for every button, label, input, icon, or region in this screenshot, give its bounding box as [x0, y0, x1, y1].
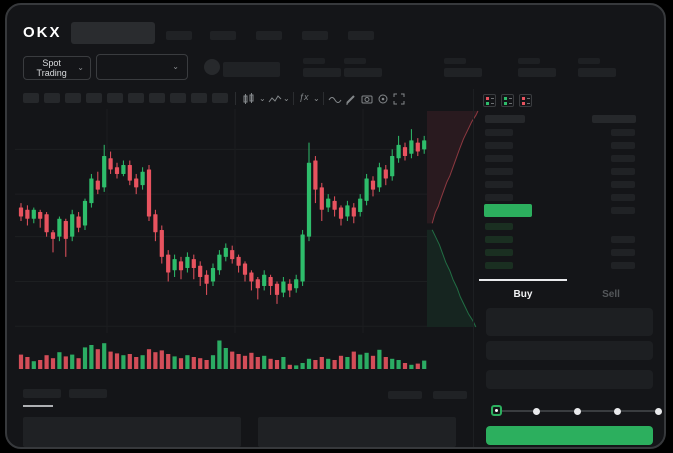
- chevron-down-icon[interactable]: ⌄: [283, 94, 290, 103]
- pencil-icon[interactable]: [345, 93, 358, 106]
- amount-input[interactable]: [486, 341, 653, 360]
- okx-trading-app: OKX Spot Trading ⌄ ⌄ ⌄ ⌄ ƒx ⌄: [5, 3, 666, 449]
- chart-type-icon[interactable]: [268, 93, 282, 106]
- slider-stop[interactable]: [614, 407, 621, 415]
- market-type-dropdown[interactable]: Spot Trading ⌄: [23, 56, 91, 80]
- buy-submit-button[interactable]: [486, 426, 653, 445]
- nav-item[interactable]: [302, 31, 328, 40]
- stat-label-skeleton: [578, 58, 600, 64]
- active-tab-indicator: [479, 279, 567, 281]
- ask-amount-skeleton[interactable]: [611, 207, 635, 214]
- price-input[interactable]: [486, 308, 653, 336]
- orderbook-header-skeleton: [592, 115, 636, 123]
- orders-table-row: [23, 417, 241, 447]
- orderbook-asks-icon[interactable]: [519, 94, 532, 107]
- ask-amount-skeleton[interactable]: [611, 155, 635, 162]
- bottom-tab-open-orders[interactable]: [23, 389, 61, 398]
- stat-value-skeleton: [344, 68, 382, 77]
- nav-item[interactable]: [210, 31, 236, 40]
- ask-amount-skeleton[interactable]: [611, 168, 635, 175]
- orderbook-all-icon[interactable]: [483, 94, 496, 107]
- sell-tab-label: Sell: [602, 288, 620, 300]
- ask-amount-skeleton[interactable]: [611, 129, 635, 136]
- timeframe-button[interactable]: [86, 93, 102, 103]
- tab-buy[interactable]: Buy: [479, 281, 567, 307]
- orders-table-row: [258, 417, 456, 447]
- timeframe-button[interactable]: [23, 93, 39, 103]
- slider-handle[interactable]: [491, 405, 502, 416]
- price-skeleton: [223, 62, 280, 77]
- ask-price-skeleton[interactable]: [485, 194, 513, 201]
- camera-icon[interactable]: [361, 93, 374, 106]
- stat-value-skeleton: [444, 68, 482, 77]
- bid-amount-skeleton[interactable]: [611, 249, 635, 256]
- orderbook-bids-icon[interactable]: [501, 94, 514, 107]
- bid-price-skeleton[interactable]: [485, 236, 513, 243]
- timeframe-button[interactable]: [107, 93, 123, 103]
- stat-label-skeleton: [444, 58, 466, 64]
- timeframe-button[interactable]: [44, 93, 60, 103]
- timeframe-button[interactable]: [65, 93, 81, 103]
- stat-value-skeleton: [578, 68, 616, 77]
- slider-stop[interactable]: [573, 407, 581, 415]
- timeframe-button[interactable]: [212, 93, 228, 103]
- bid-amount-skeleton[interactable]: [611, 236, 635, 243]
- slider-stop[interactable]: [533, 407, 540, 415]
- stat-label-skeleton: [303, 58, 325, 64]
- ask-price-skeleton[interactable]: [485, 129, 513, 136]
- indicators-icon[interactable]: ƒx: [299, 92, 309, 102]
- stat-value-skeleton: [518, 68, 556, 77]
- bid-amount-skeleton[interactable]: [611, 262, 635, 269]
- bottom-active-tab-indicator: [23, 405, 53, 407]
- depth-svg: [427, 110, 479, 328]
- ask-price-skeleton[interactable]: [485, 181, 513, 188]
- timeframe-button[interactable]: [128, 93, 144, 103]
- slider-handle-dot: [495, 409, 498, 412]
- timeframe-button[interactable]: [170, 93, 186, 103]
- ask-price-skeleton[interactable]: [485, 155, 513, 162]
- stat-label-skeleton: [344, 58, 366, 64]
- chevron-down-icon[interactable]: ⌄: [259, 94, 266, 103]
- last-price-highlight[interactable]: [484, 204, 532, 217]
- bid-price-skeleton[interactable]: [485, 262, 513, 269]
- market-type-label: Spot Trading: [36, 58, 67, 78]
- panel-divider: [473, 89, 474, 447]
- ask-amount-skeleton[interactable]: [611, 142, 635, 149]
- chevron-down-icon: ⌄: [77, 63, 84, 72]
- timeframe-button[interactable]: [191, 93, 207, 103]
- ask-amount-skeleton[interactable]: [611, 181, 635, 188]
- orderbook-header-skeleton: [485, 115, 525, 123]
- volume-svg: [18, 340, 427, 369]
- stat-label-skeleton: [518, 58, 540, 64]
- ask-amount-skeleton[interactable]: [611, 194, 635, 201]
- bid-price-skeleton[interactable]: [485, 223, 513, 230]
- total-input[interactable]: [486, 370, 653, 389]
- expand-icon[interactable]: [393, 93, 406, 106]
- okx-logo: OKX: [23, 24, 62, 41]
- search-bar[interactable]: [71, 22, 155, 44]
- bottom-action-skeleton[interactable]: [388, 391, 422, 399]
- coin-avatar: [204, 59, 220, 75]
- timeframe-button[interactable]: [149, 93, 165, 103]
- buy-tab-label: Buy: [513, 288, 533, 300]
- nav-item[interactable]: [166, 31, 192, 40]
- pair-selector-dropdown[interactable]: ⌄: [96, 54, 188, 80]
- chevron-down-icon: ⌄: [172, 62, 179, 71]
- bottom-action-skeleton[interactable]: [433, 391, 467, 399]
- tab-sell[interactable]: Sell: [567, 281, 655, 307]
- nav-item[interactable]: [256, 31, 282, 40]
- nav-item[interactable]: [348, 31, 374, 40]
- slider-stop[interactable]: [654, 407, 662, 415]
- bid-price-skeleton[interactable]: [485, 249, 513, 256]
- stat-value-skeleton: [303, 68, 341, 77]
- ask-price-skeleton[interactable]: [485, 168, 513, 175]
- wave-tool-icon[interactable]: [328, 93, 342, 106]
- bottom-tab-order-history[interactable]: [69, 389, 107, 398]
- gear-icon[interactable]: [377, 93, 390, 106]
- candle-style-icon[interactable]: [243, 93, 256, 106]
- chevron-down-icon[interactable]: ⌄: [313, 94, 320, 103]
- candlestick-svg: [15, 109, 427, 333]
- ask-price-skeleton[interactable]: [485, 142, 513, 149]
